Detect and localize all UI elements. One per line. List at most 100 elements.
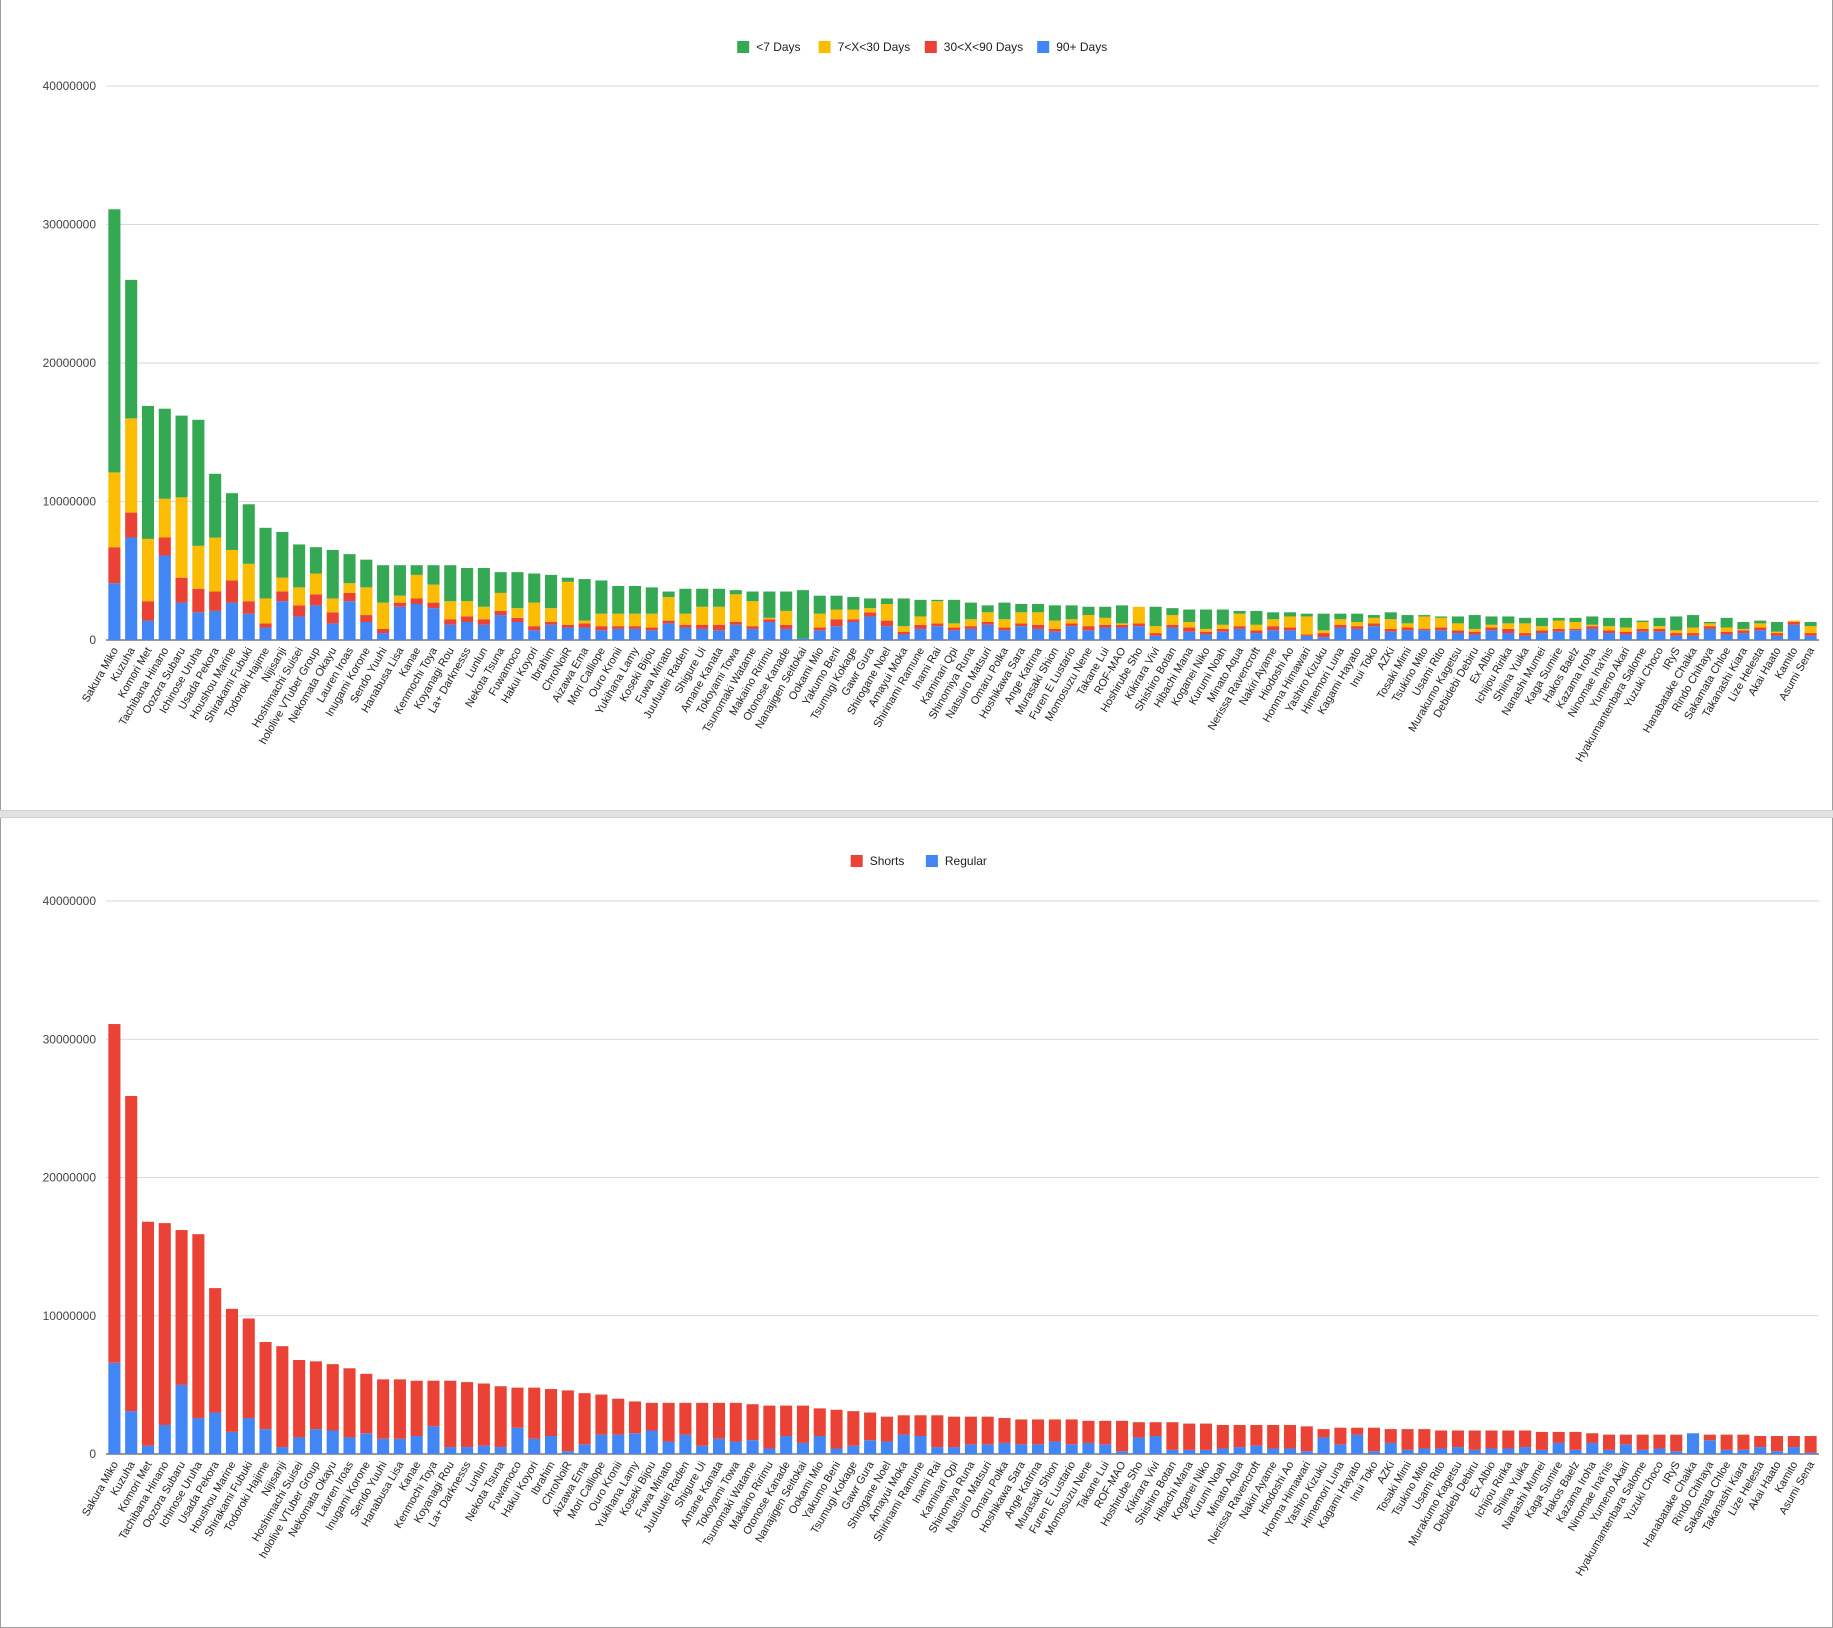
bar-segment[interactable] [1770,1451,1784,1454]
bar-segment[interactable] [360,615,373,622]
bar-segment[interactable] [1183,631,1196,640]
bar-segment[interactable] [1351,626,1364,629]
bar-stack[interactable] [175,1230,188,1454]
bar-segment[interactable] [360,1373,373,1434]
bar-stack[interactable] [393,565,406,640]
bar-segment[interactable] [1149,626,1162,634]
bar-segment[interactable] [377,633,390,640]
bar-segment[interactable] [1502,1448,1515,1454]
bar-segment[interactable] [326,598,339,613]
bar-stack[interactable] [494,1386,507,1454]
bar-stack[interactable] [1552,1431,1565,1454]
bar-segment[interactable] [813,627,826,631]
bar-segment[interactable] [1502,616,1515,624]
bar-segment[interactable] [1283,627,1297,631]
bar-segment[interactable] [242,601,255,614]
bar-stack[interactable] [427,1380,440,1454]
bar-stack[interactable] [158,408,171,640]
bar-segment[interactable] [1569,1431,1582,1450]
bar-segment[interactable] [377,565,390,603]
bar-segment[interactable] [477,619,490,625]
bar-segment[interactable] [293,544,306,588]
bar-segment[interactable] [1804,633,1817,636]
bar-segment[interactable] [175,1384,188,1454]
bar-segment[interactable] [528,630,541,640]
bar-segment[interactable] [1351,621,1364,627]
bar-stack[interactable] [1670,1434,1683,1454]
bar-segment[interactable] [1065,1419,1078,1445]
bar-stack[interactable] [1216,1424,1229,1454]
bar-segment[interactable] [1115,623,1129,625]
bar-stack[interactable] [595,580,608,640]
bar-stack[interactable] [1048,1419,1061,1454]
bar-segment[interactable] [225,549,239,581]
bar-segment[interactable] [830,626,843,640]
bar-segment[interactable] [1367,1427,1381,1452]
bar-segment[interactable] [1048,631,1061,640]
bar-segment[interactable] [209,1412,222,1454]
bar-segment[interactable] [1300,635,1313,640]
bar-segment[interactable] [427,584,440,603]
bar-segment[interactable] [679,613,692,625]
bar-segment[interactable] [729,594,742,622]
bar-segment[interactable] [242,504,255,564]
bar-segment[interactable] [1686,627,1700,634]
bar-stack[interactable] [242,504,255,640]
bar-stack[interactable] [309,547,322,640]
bar-segment[interactable] [410,603,423,640]
bar-stack[interactable] [1720,617,1733,640]
bar-segment[interactable] [1032,628,1045,640]
bar-segment[interactable] [1401,627,1414,631]
bar-segment[interactable] [998,627,1011,631]
bar-segment[interactable] [175,497,188,578]
bar-segment[interactable] [141,1445,155,1454]
bar-segment[interactable] [1250,1445,1263,1454]
bar-segment[interactable] [1670,1451,1683,1454]
bar-stack[interactable] [1787,1436,1800,1454]
bar-segment[interactable] [192,1234,205,1419]
bar-stack[interactable] [175,415,188,640]
bar-segment[interactable] [1351,1427,1364,1435]
bar-segment[interactable] [1283,612,1297,617]
bar-stack[interactable] [276,531,289,640]
bar-segment[interactable] [1065,623,1078,627]
bar-segment[interactable] [864,616,877,640]
bar-segment[interactable] [746,626,759,629]
bar-segment[interactable] [1603,617,1616,627]
bar-segment[interactable] [964,619,977,627]
bar-segment[interactable] [1586,624,1599,627]
bar-segment[interactable] [1703,623,1716,627]
bar-stack[interactable] [1502,1430,1515,1454]
bar-segment[interactable] [1183,609,1196,622]
bar-stack[interactable] [1015,603,1028,640]
bar-segment[interactable] [309,594,322,606]
bar-stack[interactable] [410,565,423,640]
bar-segment[interactable] [326,1430,339,1454]
bar-segment[interactable] [1787,620,1800,622]
bar-stack[interactable] [1485,616,1498,640]
bar-segment[interactable] [1115,627,1129,640]
bar-stack[interactable] [1653,1434,1666,1454]
bar-stack[interactable] [461,567,474,640]
bar-segment[interactable] [1787,621,1800,625]
bar-segment[interactable] [1300,613,1313,617]
bar-segment[interactable] [612,613,625,627]
bar-segment[interactable] [948,1416,961,1448]
bar-segment[interactable] [427,1380,440,1427]
bar-segment[interactable] [494,610,507,616]
bar-segment[interactable] [444,565,457,602]
bar-segment[interactable] [1183,621,1196,628]
bar-stack[interactable] [528,573,541,640]
bar-segment[interactable] [1233,1424,1246,1448]
bar-segment[interactable] [712,624,726,631]
bar-stack[interactable] [1032,1419,1045,1454]
bar-stack[interactable] [1317,613,1330,640]
bar-segment[interactable] [1015,626,1028,640]
bar-segment[interactable] [494,572,507,593]
bar-segment[interactable] [595,1434,608,1454]
bar-segment[interactable] [1653,617,1666,627]
bar-stack[interactable] [1586,1433,1599,1454]
bar-segment[interactable] [1166,624,1179,628]
bar-segment[interactable] [696,628,709,640]
bar-segment[interactable] [1535,1431,1548,1450]
